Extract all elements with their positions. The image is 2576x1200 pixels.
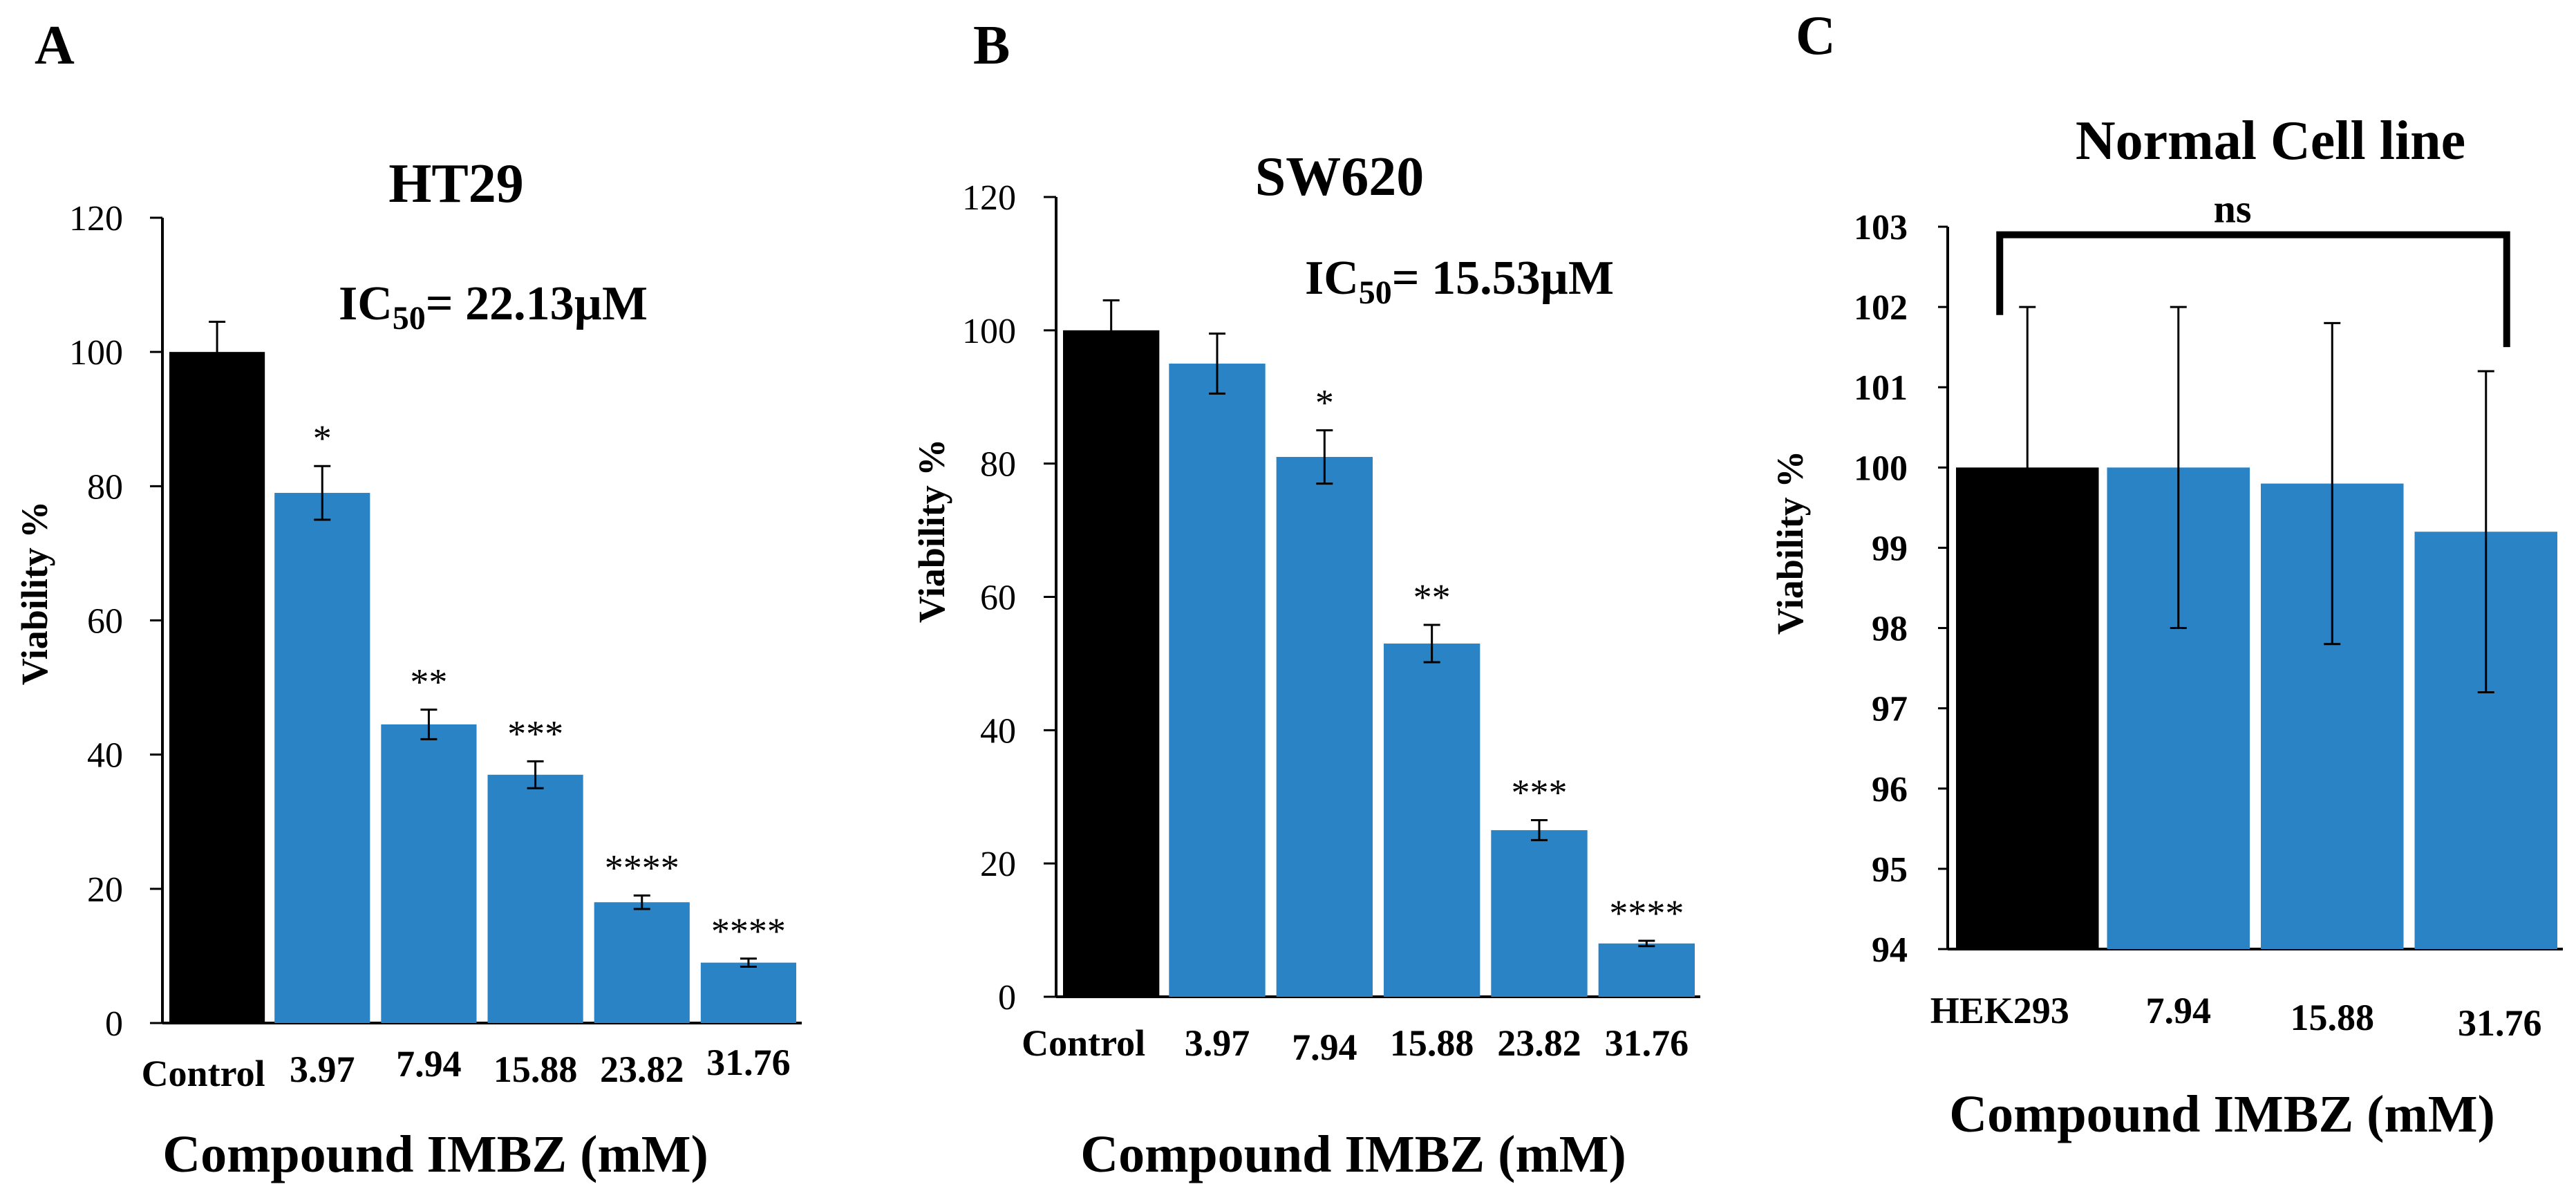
x-tick-label: 15.88 — [2291, 997, 2375, 1038]
chart-title-c: Normal Cell line — [2076, 111, 2465, 171]
y-tick-label: 80 — [87, 467, 123, 507]
bar — [1169, 364, 1266, 997]
x-tick-label: 31.76 — [2458, 1002, 2542, 1044]
y-tick-label: 96 — [1872, 770, 1908, 809]
bar — [1276, 457, 1373, 997]
panel-c: C Normal Cell line Viability % Compound … — [1769, 6, 2563, 1143]
y-tick-label: 102 — [1854, 288, 1908, 328]
x-tick-label: 23.82 — [600, 1049, 684, 1090]
significance-marker: * — [1315, 382, 1334, 423]
bar — [1491, 829, 1588, 997]
y-tick-label: 95 — [1872, 850, 1908, 890]
y-tick-label: 60 — [980, 579, 1016, 618]
plot-area-c: 94 95 96 97 98 99 100 101 102 103 HEK293 7.94 15.88 3… — [1854, 187, 2563, 1044]
x-tick-label: 31.76 — [706, 1042, 791, 1083]
y-tick-label: 103 — [1854, 208, 1908, 247]
y-tick-label: 98 — [1872, 610, 1908, 649]
ic50-annotation-a: IC50= 22.13µM — [339, 277, 648, 337]
y-axis-label-b: Viability % — [911, 439, 952, 624]
bar — [700, 962, 796, 1023]
y-tick-label: 101 — [1854, 368, 1908, 408]
y-axis-label-a: Viability % — [14, 501, 55, 686]
y-tick-label: 97 — [1872, 690, 1908, 729]
y-tick-label: 0 — [998, 978, 1016, 1018]
chart-title-a: HT29 — [388, 153, 524, 214]
x-tick-label: 3.97 — [1185, 1022, 1250, 1064]
significance-marker: * — [313, 418, 332, 459]
plot-area-b: 0 20 40 60 80 100 120 Control 3.97 * 7.94 ** 15.88 **… — [962, 178, 1700, 1068]
x-tick-label: 15.88 — [493, 1049, 578, 1090]
x-tick-label: 31.76 — [1605, 1022, 1689, 1064]
panel-letter-b: B — [973, 15, 1010, 76]
x-tick-label: 15.88 — [1390, 1022, 1474, 1064]
significance-marker: **** — [1609, 892, 1684, 934]
y-tick-label: 40 — [87, 736, 123, 776]
y-tick-label: 0 — [105, 1004, 123, 1044]
panel-letter-c: C — [1796, 6, 1836, 66]
y-tick-label: 80 — [980, 445, 1016, 485]
significance-marker: *** — [1512, 771, 1568, 813]
significance-marker: ** — [1413, 576, 1451, 618]
significance-marker: ** — [410, 662, 447, 703]
y-tick-label: 20 — [980, 845, 1016, 884]
panel-b: B SW620 IC50= 15.53µM Viability % Compou… — [911, 15, 1700, 1183]
y-tick-label: 100 — [1854, 449, 1908, 488]
bar — [381, 724, 477, 1023]
x-tick-label: 7.94 — [1292, 1026, 1357, 1068]
bar — [1384, 643, 1480, 997]
ic50-annotation-b: IC50= 15.53µM — [1305, 252, 1614, 311]
x-tick-label: 23.82 — [1497, 1022, 1581, 1064]
y-tick-label: 40 — [980, 711, 1016, 751]
y-tick-label: 99 — [1872, 529, 1908, 568]
y-tick-label: 120 — [69, 199, 123, 238]
significance-marker: *** — [507, 713, 563, 754]
x-axis-label-c: Compound IMBZ (mM) — [1949, 1085, 2495, 1143]
bar — [594, 902, 690, 1023]
y-tick-label: 94 — [1872, 930, 1908, 970]
significance-bracket — [1996, 231, 2510, 348]
plot-area-a: 0 20 40 60 80 100 120 Control * 3.97 ** 7.94 *** 15.8… — [69, 199, 802, 1094]
y-tick-label: 100 — [69, 333, 123, 373]
x-tick-label: HEK293 — [1930, 990, 2069, 1031]
y-axis-label-c: Viability % — [1769, 451, 1811, 635]
significance-marker: **** — [711, 910, 786, 952]
bar — [274, 493, 370, 1023]
bar — [169, 352, 265, 1024]
panel-letter-a: A — [35, 15, 75, 76]
y-tick-label: 60 — [87, 602, 123, 641]
x-tick-label: 3.97 — [290, 1049, 355, 1090]
x-tick-label: 7.94 — [2146, 990, 2212, 1031]
chart-title-b: SW620 — [1255, 147, 1425, 207]
panel-a: A HT29 IC50= 22.13µM Viability % Compoun… — [14, 15, 802, 1183]
bracket-label: ns — [2214, 187, 2252, 232]
bar — [1598, 943, 1695, 997]
y-tick-label: 100 — [962, 312, 1016, 351]
x-axis-label-a: Compound IMBZ (mM) — [162, 1125, 708, 1183]
y-tick-label: 20 — [87, 870, 123, 910]
bar — [1063, 330, 1160, 997]
bar — [487, 774, 583, 1023]
x-axis-label-b: Compound IMBZ (mM) — [1080, 1125, 1626, 1183]
significance-marker: **** — [605, 847, 679, 889]
x-tick-label: Control — [142, 1053, 265, 1094]
y-tick-label: 120 — [962, 178, 1016, 218]
x-tick-label: Control — [1022, 1022, 1145, 1064]
x-tick-label: 7.94 — [396, 1043, 462, 1085]
